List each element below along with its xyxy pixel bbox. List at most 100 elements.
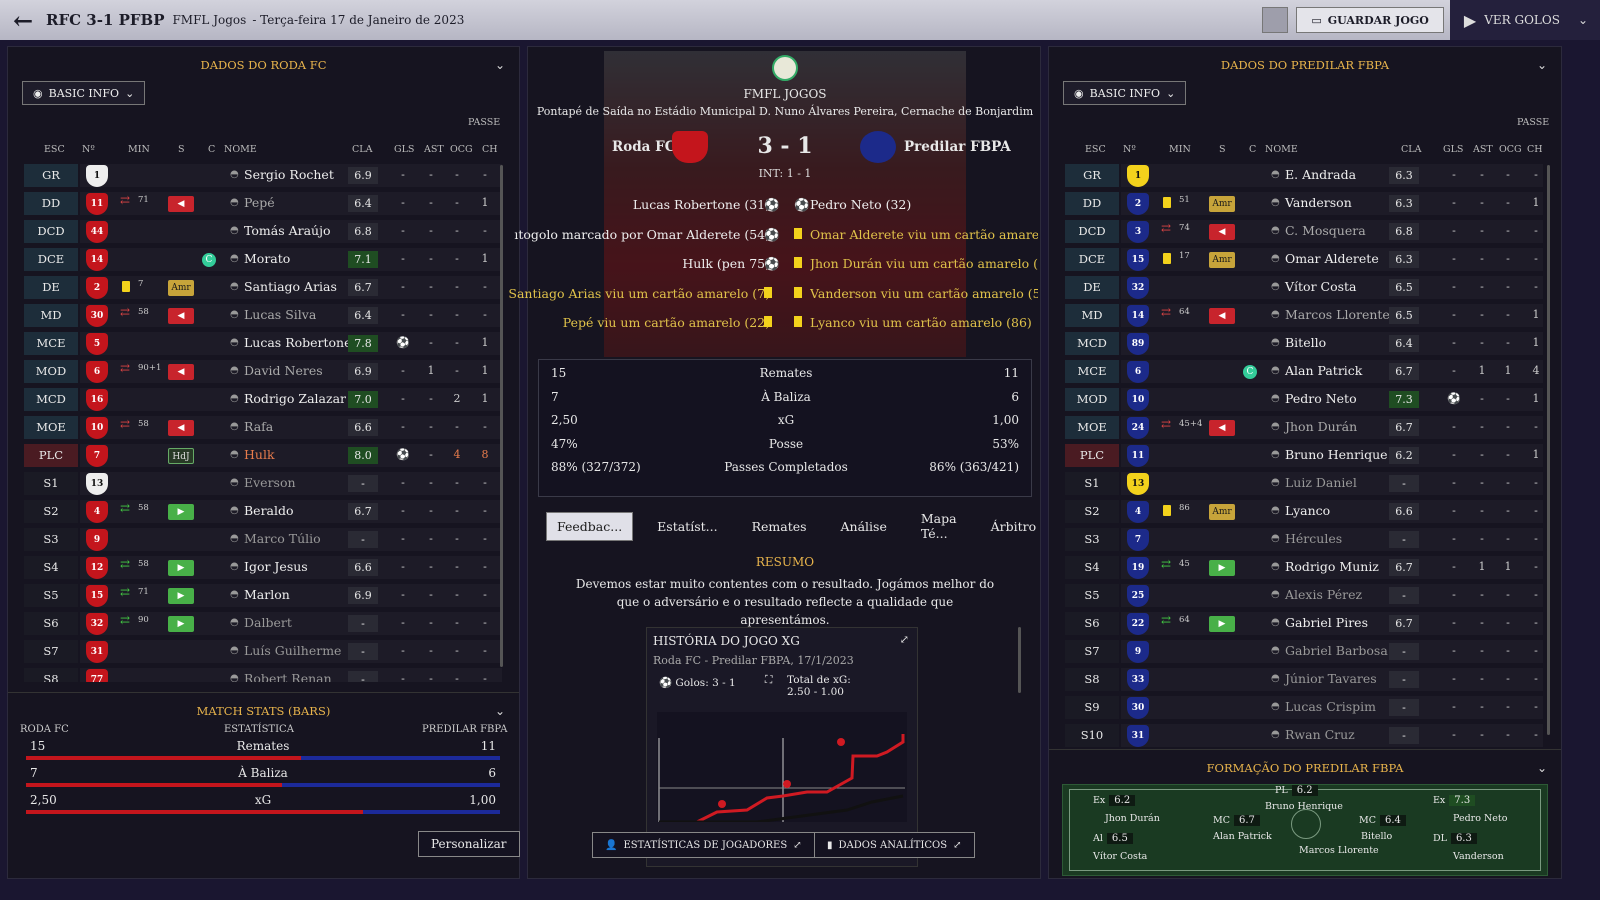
player-name[interactable]: Júnior Tavares [1285,671,1377,686]
player-name[interactable]: Pepé [244,195,275,210]
player-name[interactable]: Bitello [1285,335,1327,350]
formation-player[interactable]: Jhon Durán [1105,813,1160,824]
player-name[interactable]: Gabriel Pires [1285,615,1368,630]
player-row[interactable]: MCE 5 ◓ Lucas Robertone 7.8 ⚽ - - 1 [24,330,502,358]
col-ch[interactable]: CH [482,144,498,155]
player-name[interactable]: Luiz Daniel [1285,475,1357,490]
home-scrollbar[interactable] [500,165,503,667]
player-row[interactable]: MD 30 ⇄ 58 ◀ ◓ Lucas Silva 6.4 - - - - [24,302,502,330]
player-row[interactable]: S3 9 ◓ Marco Túlio - - - - - [24,526,502,554]
player-name[interactable]: Luís Guilherme [244,643,342,658]
col-min[interactable]: MIN [128,144,150,155]
summary-scrollbar[interactable] [1018,627,1021,693]
col-ocg[interactable]: OCG [1499,144,1522,155]
player-row[interactable]: S6 22 ⇄ 64 ▶ ◓ Gabriel Pires 6.7 - - - - [1065,610,1543,638]
player-name[interactable]: Jhon Durán [1285,419,1358,434]
player-row[interactable]: DCE 14 C ◓ Morato 7.1 - - - 1 [24,246,502,274]
player-row[interactable]: MCD 89 ◓ Bitello 6.4 - - - 1 [1065,330,1543,358]
tab-0[interactable]: Feedbac... [546,511,634,541]
tab-4[interactable]: Mapa Té... [920,511,957,541]
formation-player[interactable]: Bruno Henrique [1265,801,1343,812]
player-name[interactable]: Marlon [244,587,290,602]
save-match-button[interactable]: ▭ GUARDAR JOGO [1296,7,1444,33]
col-gls[interactable]: GLS [394,144,415,155]
player-row[interactable]: MCD 16 ◓ Rodrigo Zalazar 7.0 - - 2 1 [24,386,502,414]
col-c[interactable]: C [208,144,216,155]
player-row[interactable]: S7 9 ◓ Gabriel Barbosa - - - - - [1065,638,1543,666]
player-row[interactable]: S8 77 ◓ Robert Renan - - - - - [24,666,502,682]
player-row[interactable]: S1 13 ◓ Luiz Daniel - - - - - [1065,470,1543,498]
basic-info-dropdown[interactable]: ◉ BASIC INFO ⌄ [1063,81,1187,105]
away-scrollbar[interactable] [1547,165,1550,735]
player-row[interactable]: S7 31 ◓ Luís Guilherme - - - - - [24,638,502,666]
formation-player[interactable]: Vítor Costa [1093,851,1148,862]
layout-toggle-button[interactable] [1262,7,1289,33]
player-name[interactable]: Everson [244,475,296,490]
player-row[interactable]: GR 1 ◓ E. Andrada 6.3 - - - - [1065,162,1543,190]
player-row[interactable]: PLC 7 HdJ ◓ Hulk 8.0 ⚽ - 4 8 [24,442,502,470]
player-row[interactable]: DE 2 7 Amr ◓ Santiago Arias 6.7 - - - - [24,274,502,302]
player-row[interactable]: PLC 11 ◓ Bruno Henrique 6.2 - - - 1 [1065,442,1543,470]
tab-2[interactable]: Remates [751,518,807,534]
chevron-down-icon[interactable]: ⌄ [1536,58,1547,72]
player-row[interactable]: GR 1 ◓ Sergio Rochet 6.9 - - - - [24,162,502,190]
player-row[interactable]: DD 11 ⇄ 71 ◀ ◓ Pepé 6.4 - - - 1 [24,190,502,218]
player-row[interactable]: S2 4 ⇄ 58 ▶ ◓ Beraldo 6.7 - - - - [24,498,502,526]
player-row[interactable]: S1 13 ◓ Everson - - - - - [24,470,502,498]
player-row[interactable]: S6 32 ⇄ 90 ▶ ◓ Dalbert - - - - - [24,610,502,638]
player-row[interactable]: S5 15 ⇄ 71 ▶ ◓ Marlon 6.9 - - - - [24,582,502,610]
back-arrow-icon[interactable]: ← [12,5,34,35]
player-row[interactable]: S10 31 ◓ Rwan Cruz - - - - - [1065,722,1543,748]
player-name[interactable]: Morato [244,251,291,266]
player-row[interactable]: S4 12 ⇄ 58 ▶ ◓ Igor Jesus 6.6 - - - - [24,554,502,582]
player-name[interactable]: Beraldo [244,503,294,518]
player-row[interactable]: MOE 24 ⇄ 45+4 ◀ ◓ Jhon Durán 6.7 - - - - [1065,414,1543,442]
player-row[interactable]: S5 25 ◓ Alexis Pérez - - - - - [1065,582,1543,610]
col-esc[interactable]: ESC [1085,144,1106,155]
player-stats-button[interactable]: 👤 ESTATÍSTICAS DE JOGADORES ⤢ [592,832,815,858]
player-name[interactable]: Santiago Arias [244,279,337,294]
col-cla[interactable]: CLA [352,144,373,155]
col-ch[interactable]: CH [1527,144,1543,155]
player-name[interactable]: E. Andrada [1285,167,1357,182]
formation-player[interactable]: Ex 7.3 [1433,795,1476,806]
player-name[interactable]: Rwan Cruz [1285,727,1355,742]
player-row[interactable]: MOD 10 ◓ Pedro Neto 7.3 ⚽ - - 1 [1065,386,1543,414]
player-row[interactable]: MOD 6 ⇄ 90+1 ◀ ◓ David Neres 6.9 - 1 - 1 [24,358,502,386]
player-name[interactable]: Lyanco [1285,503,1331,518]
col-name[interactable]: NOME [1265,144,1298,155]
formation-player[interactable]: DL 6.3 [1433,833,1477,844]
player-name[interactable]: Omar Alderete [1285,251,1379,266]
col-min[interactable]: MIN [1169,144,1191,155]
tab-1[interactable]: Estatíst... [657,518,718,534]
formation-player[interactable]: Vanderson [1453,851,1504,862]
player-name[interactable]: Lucas Silva [244,307,317,322]
player-name[interactable]: Vítor Costa [1285,279,1357,294]
customize-button[interactable]: Personalizar [418,831,520,857]
player-row[interactable]: S4 19 ⇄ 45 ▶ ◓ Rodrigo Muniz 6.7 - 1 1 - [1065,554,1543,582]
chevron-down-icon[interactable]: ⌄ [1536,760,1547,775]
player-row[interactable]: S9 30 ◓ Lucas Crispim - - - - - [1065,694,1543,722]
player-row[interactable]: DCD 3 ⇄ 74 ◀ ◓ C. Mosquera 6.8 - - - - [1065,218,1543,246]
formation-player[interactable]: Pedro Neto [1453,813,1508,824]
player-name[interactable]: Gabriel Barbosa [1285,643,1388,658]
player-row[interactable]: S3 7 ◓ Hércules - - - - - [1065,526,1543,554]
chevron-down-icon[interactable]: ⌄ [494,703,505,718]
col-esc[interactable]: ESC [44,144,65,155]
player-row[interactable]: S8 33 ◓ Júnior Tavares - - - - - [1065,666,1543,694]
analytics-button[interactable]: ▮ DADOS ANALÍTICOS ⤢ [814,832,975,858]
player-name[interactable]: Tomás Araújo [244,223,331,238]
player-name[interactable]: Rodrigo Muniz [1285,559,1379,574]
col-number[interactable]: Nº [1123,144,1136,155]
player-name[interactable]: Rafa [244,419,274,434]
formation-player[interactable]: Al 6.5 [1093,833,1133,844]
tab-5[interactable]: Árbitro [990,518,1037,534]
player-name[interactable]: Bruno Henrique [1285,447,1388,462]
player-name[interactable]: Marco Túlio [244,531,321,546]
col-ast[interactable]: AST [1473,144,1493,155]
player-name[interactable]: Alexis Pérez [1285,587,1363,602]
col-gls[interactable]: GLS [1443,144,1464,155]
formation-player[interactable]: PL 6.2 [1275,785,1318,796]
col-c[interactable]: C [1249,144,1257,155]
player-name[interactable]: Sergio Rochet [244,167,334,182]
